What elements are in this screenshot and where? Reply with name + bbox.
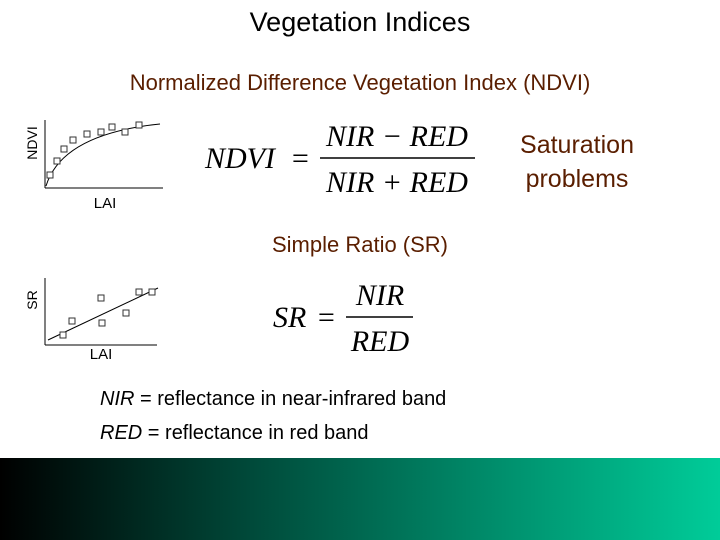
definition: NIR = reflectance in near-infrared band <box>100 388 446 410</box>
formula-lhs: NDVI <box>204 142 277 175</box>
note-line: Saturation <box>520 131 634 159</box>
axis-label: SR <box>24 290 40 309</box>
sketch-point <box>135 121 143 129</box>
formula-equals: = <box>290 142 310 175</box>
sketch-point <box>46 171 54 179</box>
axis-label: LAI <box>94 195 117 212</box>
definition-text: = reflectance in red band <box>142 422 368 444</box>
sketch-line <box>47 287 159 341</box>
definition: RED = reflectance in red band <box>100 422 369 444</box>
sketch-point <box>68 317 76 325</box>
sketch-point <box>122 309 130 317</box>
formula-denominator: RED <box>350 325 410 358</box>
sketch-point <box>53 157 61 165</box>
formula-numerator: NIR − RED <box>325 120 468 153</box>
sketch-point <box>69 136 77 144</box>
sketch-point <box>98 319 106 327</box>
sketch-point <box>97 128 105 136</box>
sketch-point <box>108 123 116 131</box>
footer-band <box>0 458 720 540</box>
formula-numerator: NIR <box>355 279 404 312</box>
ndvi-sketch: NDVI LAI <box>24 120 163 212</box>
ndvi-formula: NDVI = NIR − RED NIR + RED <box>204 120 475 199</box>
section-heading: Normalized Difference Vegetation Index (… <box>130 70 591 95</box>
sketch-point <box>83 130 91 138</box>
section-heading: Simple Ratio (SR) <box>272 232 448 257</box>
formula-equals: = <box>316 301 336 334</box>
sketch-point <box>148 288 156 296</box>
axis-label: NDVI <box>24 126 40 159</box>
formula-denominator: NIR + RED <box>325 166 468 199</box>
title: Vegetation Indices <box>250 7 471 37</box>
sketch-point <box>121 128 129 136</box>
sketch-point <box>135 288 143 296</box>
term: NIR <box>100 388 134 410</box>
sketch-point <box>59 331 67 339</box>
axis-label: LAI <box>90 346 113 363</box>
sr-sketch: SR LAI <box>24 278 159 363</box>
note-line: problems <box>526 165 629 193</box>
sketch-point <box>60 145 68 153</box>
sr-formula: SR = NIR RED <box>273 279 413 358</box>
term: RED <box>100 422 142 444</box>
formula-lhs: SR <box>273 301 306 334</box>
definition-text: = reflectance in near-infrared band <box>134 388 446 410</box>
sketch-point <box>97 294 105 302</box>
